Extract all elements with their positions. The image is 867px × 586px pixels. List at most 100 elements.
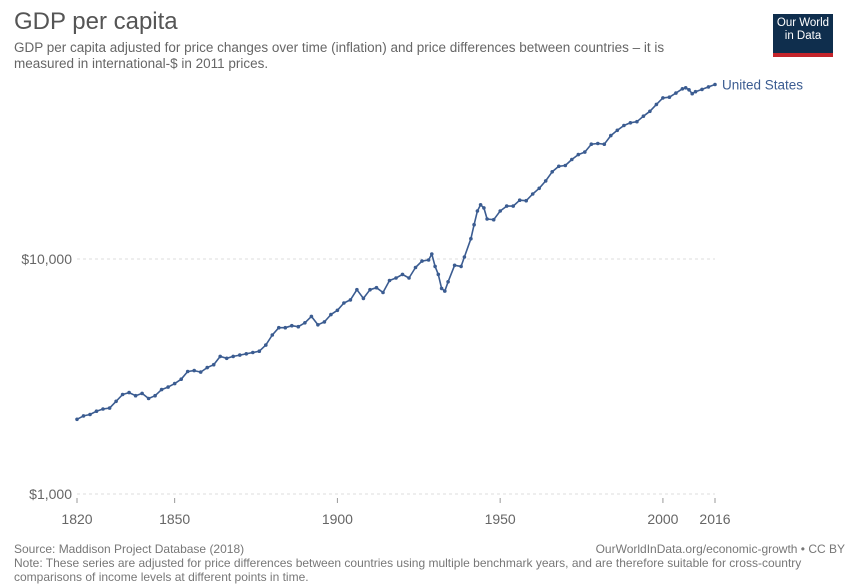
data-point — [270, 333, 275, 337]
owid-logo[interactable]: Our World in Data — [773, 14, 833, 57]
data-point — [596, 141, 600, 146]
data-point — [439, 286, 444, 291]
data-point — [296, 324, 301, 329]
data-point — [706, 85, 711, 89]
data-point — [198, 370, 203, 374]
data-point — [185, 369, 190, 374]
data-point — [563, 163, 568, 168]
data-point — [94, 409, 99, 414]
x-tick-label: 2016 — [699, 511, 730, 527]
series-label-united-states: United States — [722, 77, 803, 92]
data-point — [400, 272, 405, 277]
data-point — [238, 353, 242, 357]
data-point — [179, 377, 183, 382]
data-point — [420, 259, 424, 263]
data-point — [482, 206, 486, 210]
data-point — [146, 396, 151, 401]
y-tick-label: $1,000 — [29, 486, 72, 502]
data-point — [462, 255, 467, 259]
data-point — [517, 198, 522, 202]
data-point — [661, 96, 665, 100]
data-point — [589, 142, 594, 146]
data-point — [335, 308, 340, 313]
x-tick-label: 1900 — [322, 511, 353, 527]
data-point — [290, 323, 294, 328]
data-point — [407, 276, 411, 280]
data-point — [628, 121, 633, 125]
data-point — [140, 391, 144, 396]
data-point — [700, 87, 704, 92]
data-point — [348, 298, 353, 302]
data-point — [583, 150, 587, 154]
data-point — [101, 407, 105, 411]
data-point — [654, 102, 659, 107]
series-line — [76, 83, 716, 421]
data-point — [478, 203, 483, 207]
data-point — [264, 343, 268, 347]
data-point — [355, 287, 359, 292]
data-point — [667, 95, 672, 99]
logo-line-1: Our World — [776, 17, 830, 29]
data-point — [446, 280, 450, 284]
data-point — [436, 272, 441, 277]
data-point — [81, 414, 86, 418]
data-point — [576, 152, 581, 157]
data-point — [674, 91, 678, 95]
data-point — [693, 89, 698, 94]
data-point — [120, 392, 125, 397]
data-point — [641, 114, 646, 118]
data-point — [433, 264, 437, 269]
data-point — [430, 252, 434, 256]
data-point — [615, 128, 620, 133]
data-point — [680, 87, 685, 91]
data-point — [690, 91, 694, 96]
data-point — [537, 186, 541, 191]
data-point — [303, 321, 307, 325]
data-point — [133, 393, 138, 398]
data-point — [224, 356, 229, 361]
data-point — [172, 381, 177, 386]
data-point — [511, 204, 515, 208]
data-point — [504, 204, 509, 208]
data-point — [426, 258, 431, 262]
data-point — [322, 320, 327, 324]
data-point — [459, 264, 463, 269]
data-point — [622, 123, 626, 128]
data-point — [316, 323, 320, 327]
data-point — [543, 179, 548, 183]
data-point — [277, 325, 281, 330]
data-point — [485, 217, 489, 221]
data-point — [166, 385, 170, 389]
data-point — [257, 349, 262, 354]
data-point — [251, 350, 255, 355]
data-point — [153, 393, 157, 398]
data-point — [159, 387, 164, 392]
data-point — [687, 88, 691, 92]
chart-title: GDP per capita — [14, 8, 178, 35]
data-point — [205, 365, 209, 370]
data-point — [530, 192, 535, 196]
x-tick-label: 1950 — [485, 511, 516, 527]
data-point — [491, 217, 496, 222]
chart-subtitle: GDP per capita adjusted for price change… — [14, 40, 665, 71]
logo-line-2: in Data — [784, 30, 822, 42]
data-point — [107, 406, 112, 410]
data-point — [570, 157, 574, 162]
data-point — [283, 325, 288, 330]
data-point — [231, 354, 235, 359]
data-point — [469, 236, 473, 241]
data-point — [114, 399, 118, 404]
data-point — [475, 209, 480, 213]
x-tick-label: 1850 — [159, 511, 190, 527]
data-point — [211, 362, 216, 367]
data-point — [361, 296, 366, 301]
data-point — [127, 390, 131, 395]
data-point — [452, 263, 457, 268]
data-point — [394, 276, 398, 280]
source-link[interactable]: OurWorldInData.org/economic-growth • CC … — [595, 542, 845, 556]
data-point — [443, 289, 447, 293]
data-point — [88, 412, 92, 417]
data-point — [609, 133, 613, 138]
data-point — [75, 417, 79, 422]
